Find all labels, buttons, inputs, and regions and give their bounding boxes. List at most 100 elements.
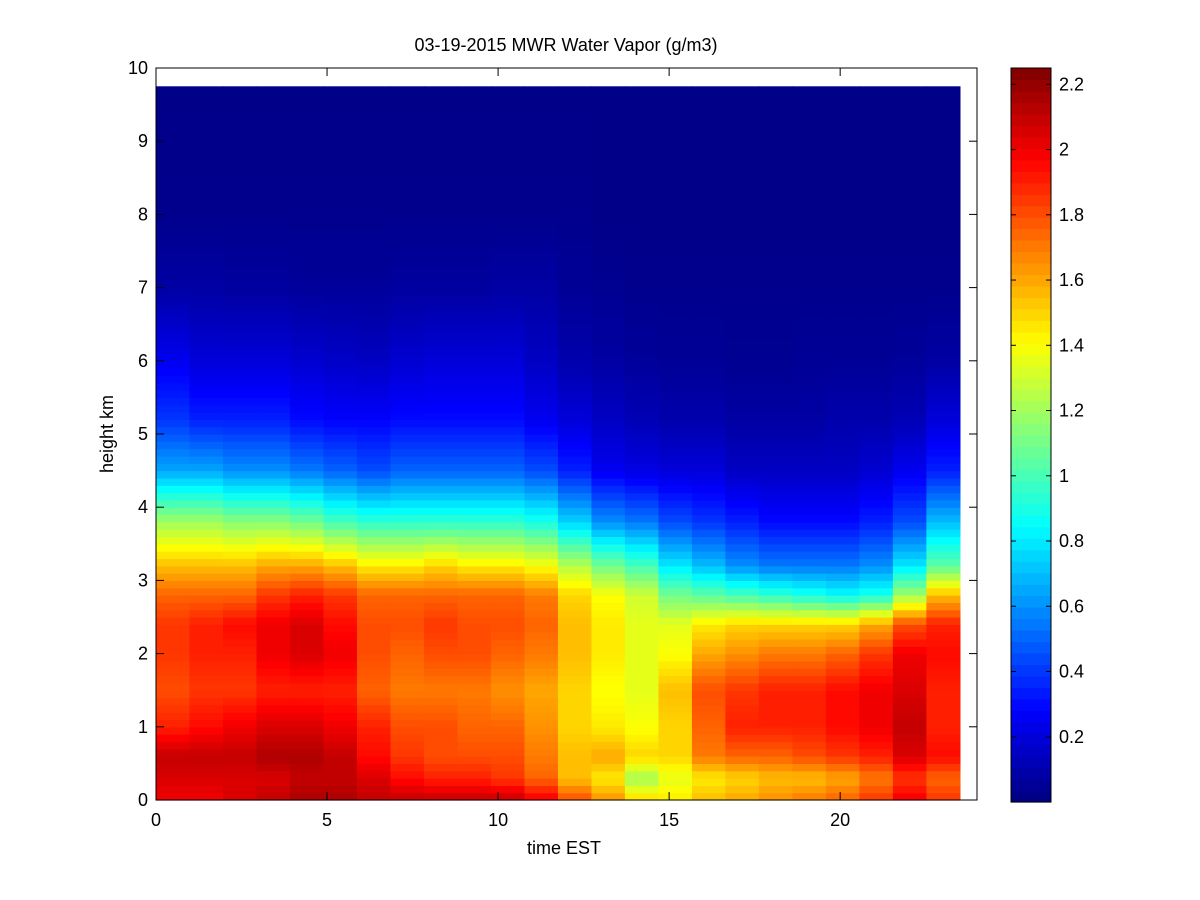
heatmap-cell (423, 587, 459, 596)
heatmap-cell (859, 675, 894, 684)
heatmap-cell (591, 448, 626, 457)
heatmap-cell (624, 89, 660, 98)
heatmap-cell (825, 97, 861, 106)
heatmap-cell (189, 441, 224, 450)
heatmap-cell (624, 119, 660, 128)
heatmap-cell (557, 155, 593, 164)
heatmap-cell (758, 243, 794, 252)
heatmap-cell (323, 434, 358, 442)
colorbar-step (1011, 320, 1051, 333)
heatmap-cell (289, 170, 325, 179)
heatmap-cell (222, 97, 258, 106)
heatmap-cell (825, 229, 861, 237)
heatmap-cell (859, 360, 894, 369)
heatmap-cell (792, 324, 827, 333)
heatmap-cell (289, 463, 325, 472)
heatmap-cell (390, 631, 425, 640)
heatmap-cell (859, 660, 894, 669)
heatmap-cell (156, 229, 191, 237)
heatmap-cell (825, 251, 861, 259)
heatmap-cell (557, 704, 593, 713)
heatmap-cell (423, 346, 459, 355)
heatmap-cell (289, 726, 325, 735)
heatmap-cell (758, 624, 794, 633)
heatmap-cell (289, 390, 325, 398)
heatmap-cell (624, 726, 660, 735)
heatmap-cell (859, 756, 894, 764)
heatmap-cell (457, 726, 492, 735)
colorbar-step (1011, 446, 1051, 459)
heatmap-cell (825, 448, 861, 457)
heatmap-cell (792, 455, 827, 464)
heatmap-cell (624, 148, 660, 157)
heatmap-cell (658, 770, 693, 779)
heatmap-cell (725, 441, 760, 450)
heatmap-cell (926, 719, 961, 728)
heatmap-cell (691, 448, 727, 457)
heatmap-cell (658, 668, 693, 677)
heatmap-cell (156, 375, 191, 384)
heatmap-cell (189, 434, 224, 442)
heatmap-cell (524, 638, 559, 647)
heatmap-cell (222, 719, 258, 728)
heatmap-cell (859, 97, 894, 106)
heatmap-cell (792, 499, 827, 508)
heatmap-cell (691, 646, 727, 655)
heatmap-cell (323, 551, 358, 560)
heatmap-cell (323, 748, 358, 757)
heatmap-cell (524, 485, 559, 494)
heatmap-cell (758, 595, 794, 603)
heatmap-cell (825, 287, 861, 296)
heatmap-cell (591, 265, 626, 274)
heatmap-cell (356, 133, 392, 142)
heatmap-cell (323, 536, 358, 545)
heatmap-cell (557, 324, 593, 333)
heatmap-cell (490, 529, 526, 538)
y-tick-label: 3 (138, 570, 148, 590)
heatmap-cell (825, 580, 861, 589)
heatmap-cell (591, 682, 626, 691)
heatmap-cell (323, 185, 358, 194)
heatmap-cell (289, 207, 325, 215)
heatmap-cell (490, 609, 526, 618)
heatmap-cell (457, 719, 492, 728)
colorbar-step (1011, 171, 1051, 184)
heatmap-cell (390, 565, 425, 574)
heatmap-cell (156, 426, 191, 435)
heatmap-cell (390, 668, 425, 677)
heatmap-cell (423, 741, 459, 750)
heatmap-cell (390, 690, 425, 699)
heatmap-cell (356, 368, 392, 377)
heatmap-cell (524, 690, 559, 699)
heatmap-cell (792, 126, 827, 135)
heatmap-cell (490, 426, 526, 435)
heatmap-cell (457, 682, 492, 691)
heatmap-cell (691, 119, 727, 128)
heatmap-cell (189, 390, 224, 398)
heatmap-cell (390, 294, 425, 303)
heatmap-cell (390, 463, 425, 472)
heatmap-cell (256, 199, 291, 208)
colorbar-step (1011, 515, 1051, 528)
heatmap-cell (222, 126, 258, 135)
heatmap-cell (859, 111, 894, 120)
heatmap-cell (557, 141, 593, 150)
heatmap-cell (859, 770, 894, 779)
heatmap-cell (490, 148, 526, 157)
heatmap-cell (758, 163, 794, 172)
heatmap-cell (423, 463, 459, 472)
heatmap-cell (289, 704, 325, 713)
heatmap-cell (624, 316, 660, 325)
heatmap-cell (490, 86, 526, 91)
heatmap-cell (691, 712, 727, 721)
heatmap-cell (289, 617, 325, 625)
heatmap-cell (859, 697, 894, 706)
heatmap-cell (156, 148, 191, 157)
heatmap-cell (725, 177, 760, 186)
heatmap-cell (189, 587, 224, 596)
heatmap-cell (189, 617, 224, 625)
heatmap-cell (926, 426, 961, 435)
heatmap-cell (222, 785, 258, 794)
heatmap-cell (222, 624, 258, 633)
heatmap-cell (691, 397, 727, 406)
